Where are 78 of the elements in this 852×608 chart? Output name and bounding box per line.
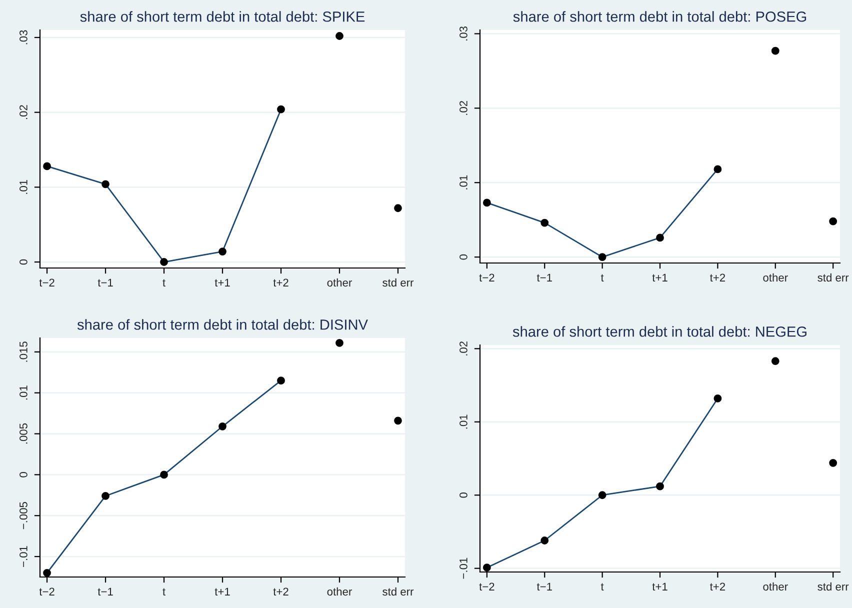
x-tick-label: other xyxy=(327,587,352,596)
point xyxy=(714,394,722,402)
x-tick-label: t xyxy=(600,274,604,282)
point xyxy=(598,491,606,500)
y-tick-label: .02 xyxy=(460,341,468,356)
x-tick-label: t−1 xyxy=(536,274,552,282)
point xyxy=(714,165,722,174)
y-tick-label: .01 xyxy=(20,386,28,400)
x-tick-label: t+2 xyxy=(710,274,726,282)
y-tick-label: −.01 xyxy=(460,558,468,579)
x-tick-label: std err xyxy=(818,273,849,282)
point xyxy=(771,46,780,55)
y-tick-label: 0 xyxy=(460,254,468,260)
point xyxy=(160,258,168,266)
x-tick-label: t−2 xyxy=(479,582,494,591)
point xyxy=(482,198,491,207)
x-tick-label: other xyxy=(763,582,788,591)
chart-title: share of short term debt in total debt: DISINV xyxy=(77,319,368,330)
y-tick-label: −.01 xyxy=(20,546,28,567)
x-tick-label: t−2 xyxy=(479,274,494,282)
y-tick-label: 0 xyxy=(20,472,28,478)
x-tick-label: t xyxy=(600,583,604,591)
point xyxy=(771,357,780,366)
point xyxy=(336,338,344,347)
y-tick-label: .01 xyxy=(20,180,28,194)
point xyxy=(218,248,226,256)
x-tick-label: t xyxy=(162,279,166,287)
point xyxy=(540,218,549,227)
point xyxy=(43,162,51,170)
x-tick-label: other xyxy=(763,273,788,282)
y-tick-label: .01 xyxy=(460,414,468,429)
x-tick-label: t−1 xyxy=(98,278,113,287)
x-tick-label: t+1 xyxy=(652,274,668,282)
x-tick-label: t+1 xyxy=(214,278,230,287)
chart-title: share of short term debt in total debt: SPIKE xyxy=(80,11,365,22)
x-tick-label: t−1 xyxy=(536,582,552,591)
point xyxy=(43,568,51,577)
point xyxy=(102,180,110,188)
x-tick-label: std err xyxy=(818,582,849,591)
chart-title: share of short term debt in total debt: NEGEG xyxy=(512,326,806,337)
y-tick-label: 0 xyxy=(460,492,468,498)
y-tick-label: .03 xyxy=(460,26,468,40)
point xyxy=(540,536,549,544)
x-tick-label: t−2 xyxy=(39,278,54,287)
x-tick-label: t−2 xyxy=(39,588,54,596)
y-tick-label: .005 xyxy=(20,423,28,444)
y-tick-label: 0 xyxy=(20,259,28,265)
point xyxy=(829,458,838,467)
x-tick-label: t+1 xyxy=(214,588,230,596)
y-tick-label: .01 xyxy=(460,175,468,190)
point xyxy=(160,470,168,479)
point xyxy=(482,564,491,572)
x-tick-label: std err xyxy=(382,587,414,596)
x-tick-label: t+2 xyxy=(273,278,288,287)
x-tick-label: t+2 xyxy=(710,582,726,591)
point xyxy=(336,32,344,40)
y-tick-label: −.005 xyxy=(20,502,28,530)
point xyxy=(656,234,664,242)
x-tick-label: t+1 xyxy=(652,582,668,591)
y-tick-label: .02 xyxy=(460,100,468,115)
point xyxy=(102,492,110,500)
x-tick-label: t xyxy=(162,588,166,596)
point xyxy=(598,253,606,261)
point xyxy=(394,204,402,212)
y-tick-label: .015 xyxy=(20,342,28,362)
x-tick-label: other xyxy=(327,278,352,287)
point xyxy=(394,416,402,425)
y-tick-label: .02 xyxy=(20,105,28,120)
x-tick-label: std err xyxy=(382,278,414,287)
point xyxy=(277,105,285,114)
x-tick-label: t−1 xyxy=(98,588,113,596)
point xyxy=(656,482,664,490)
x-tick-label: t+2 xyxy=(273,588,288,596)
point xyxy=(829,217,838,226)
point xyxy=(277,376,285,385)
y-tick-label: .03 xyxy=(20,30,28,44)
point xyxy=(218,422,226,430)
chart-title: share of short term debt in total debt: POSEG xyxy=(513,11,806,22)
